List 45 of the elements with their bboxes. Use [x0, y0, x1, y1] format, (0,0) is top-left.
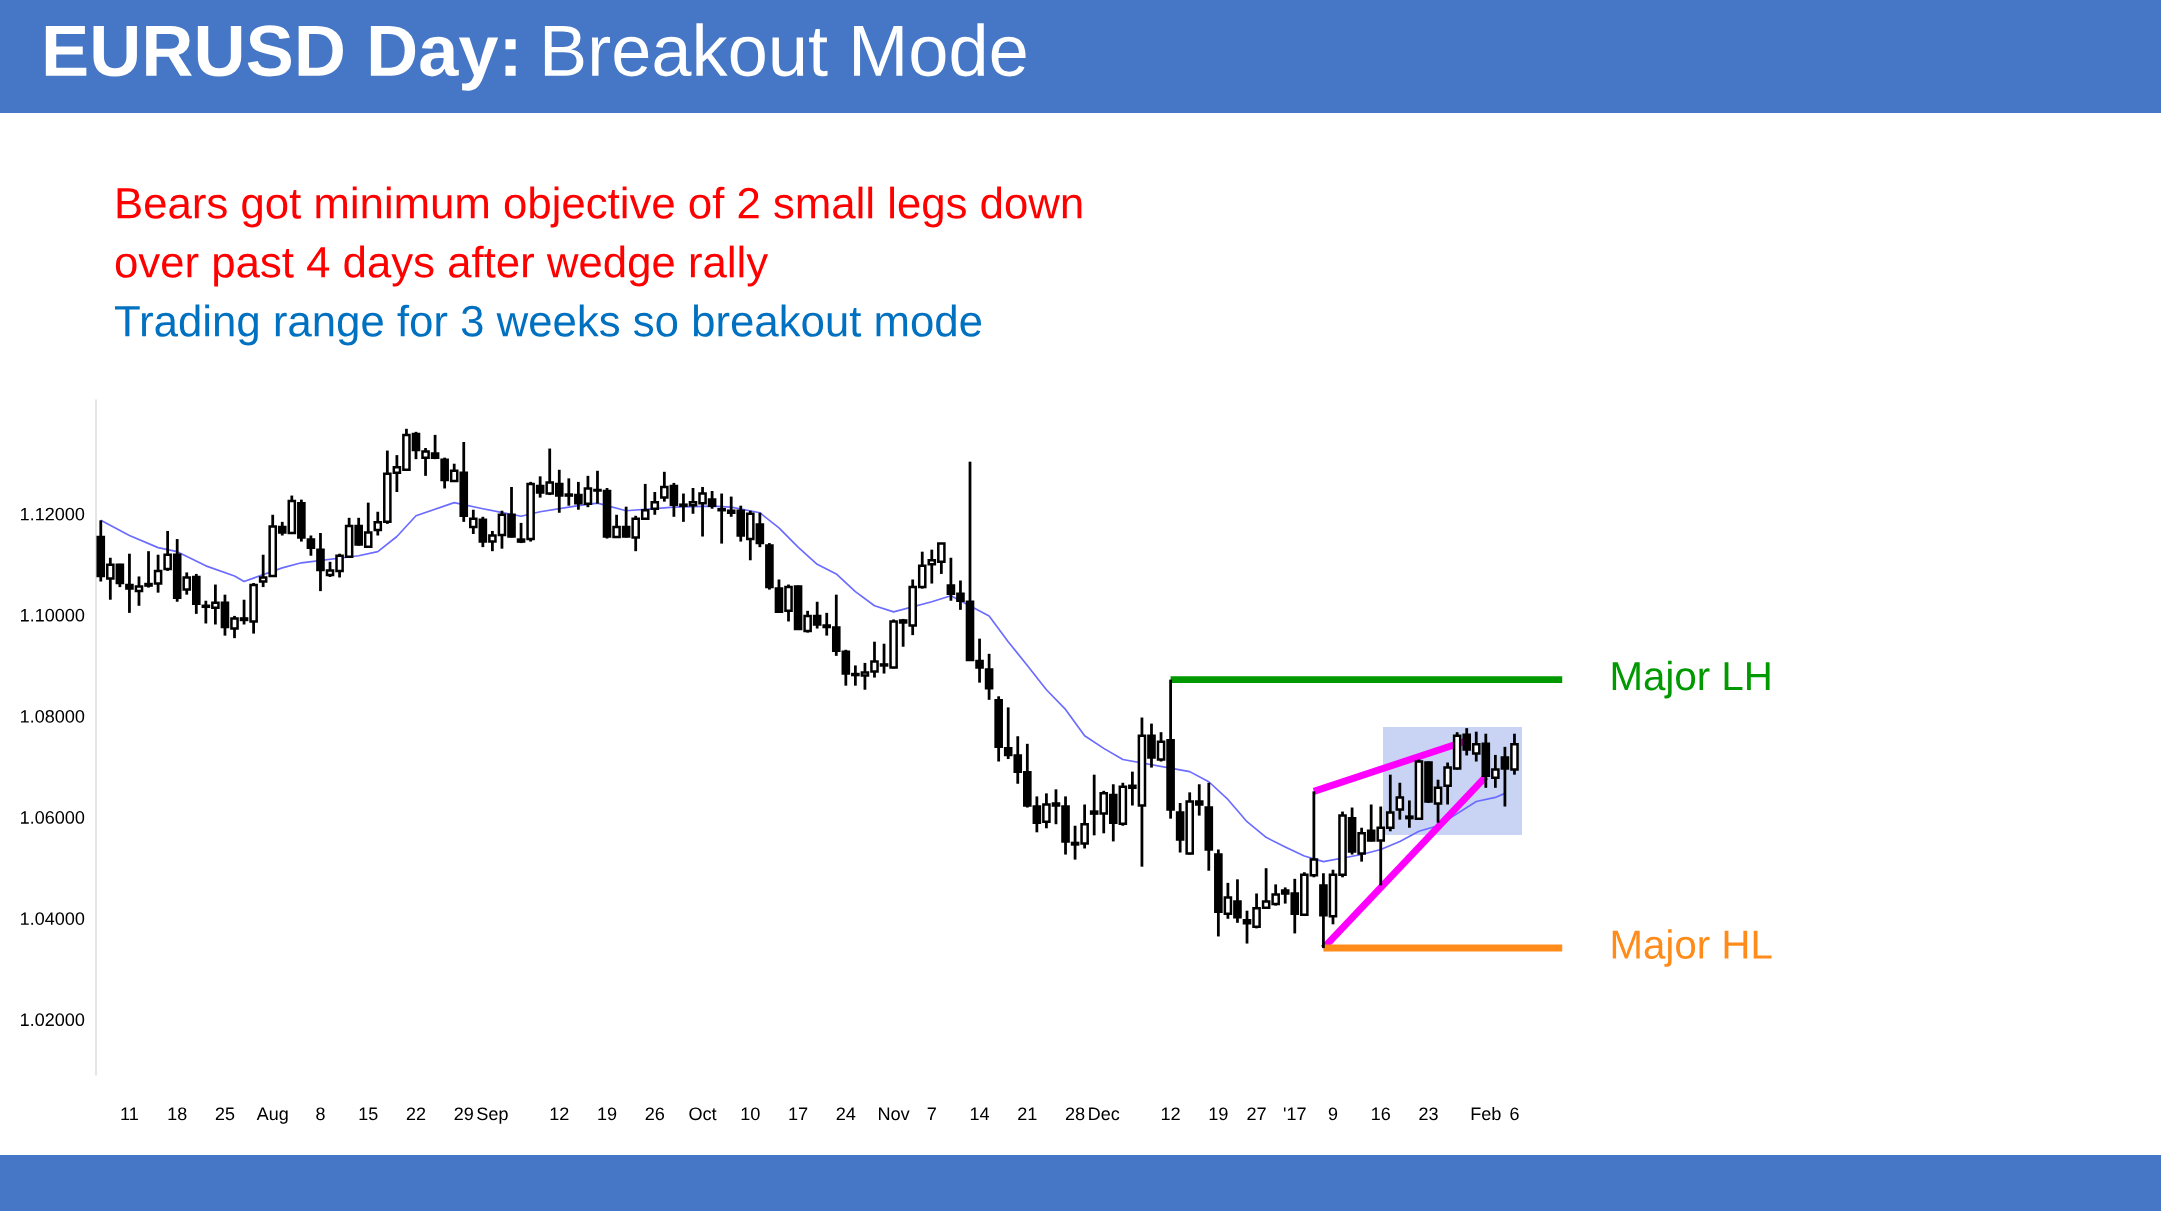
- x-tick-label: Sep: [477, 1107, 508, 1124]
- chart-subtitle: Breakout Mode: [544, 23, 1026, 77]
- x-tick-label: 23: [1419, 1107, 1438, 1121]
- x-tick-label: 12: [1161, 1107, 1180, 1121]
- y-tick-label: 1.06000: [21, 811, 85, 824]
- series-label: Major LH: [1612, 660, 1770, 699]
- y-tick-label: 1.08000: [21, 709, 85, 723]
- x-tick-label: 15: [359, 1107, 378, 1121]
- x-tick-label: 16: [1372, 1107, 1390, 1121]
- text: Bears got minimum objective of 2 small legs down: [117, 186, 1082, 228]
- text: Trading range for 3 weeks so breakout mode: [114, 304, 982, 346]
- y-tick-label: 1.10000: [21, 608, 85, 622]
- x-tick-label: 12: [550, 1107, 569, 1121]
- y-tick-label: 1.12000: [21, 507, 85, 521]
- x-tick-label: 6: [1510, 1107, 1519, 1121]
- x-tick-label: 24: [836, 1107, 856, 1121]
- x-tick-label: Nov: [879, 1107, 910, 1121]
- x-tick-label: 29: [454, 1107, 473, 1121]
- chart-title: EURUSD Day:: [45, 25, 516, 91]
- x-tick-label: 9: [1328, 1107, 1338, 1121]
- x-tick-label: 10: [741, 1107, 760, 1121]
- x-tick-label: 7: [927, 1107, 936, 1121]
- y-tick-label: 1.04000: [21, 912, 85, 925]
- x-tick-label: 14: [970, 1107, 990, 1121]
- x-tick-label: 11: [121, 1107, 138, 1121]
- x-tick-label: 25: [215, 1107, 235, 1121]
- candlestick: [1395, 781, 1405, 822]
- x-tick-label: 26: [645, 1107, 665, 1121]
- x-tick-label: 17: [789, 1107, 808, 1121]
- x-tick-label: 19: [598, 1107, 617, 1121]
- x-tick-label: 28: [1065, 1107, 1085, 1121]
- x-tick-label: 21: [1018, 1107, 1037, 1121]
- x-tick-label: 18: [168, 1107, 187, 1121]
- x-tick-label: Aug: [256, 1107, 288, 1124]
- x-tick-label: Dec: [1089, 1107, 1120, 1121]
- x-tick-label: 22: [406, 1107, 426, 1121]
- series-label: Major HL: [1612, 929, 1772, 967]
- x-tick-label: 27: [1247, 1107, 1266, 1121]
- x-tick-label: Oct: [689, 1107, 717, 1121]
- y-tick-label: 1.02000: [21, 1013, 85, 1027]
- x-tick-label: 19: [1209, 1107, 1228, 1121]
- x-tick-label: 8: [316, 1107, 325, 1121]
- x-tick-label: '17: [1283, 1107, 1306, 1121]
- x-tick-label: Feb: [1471, 1106, 1501, 1121]
- text: over past 4 days after wedge rally: [115, 245, 769, 287]
